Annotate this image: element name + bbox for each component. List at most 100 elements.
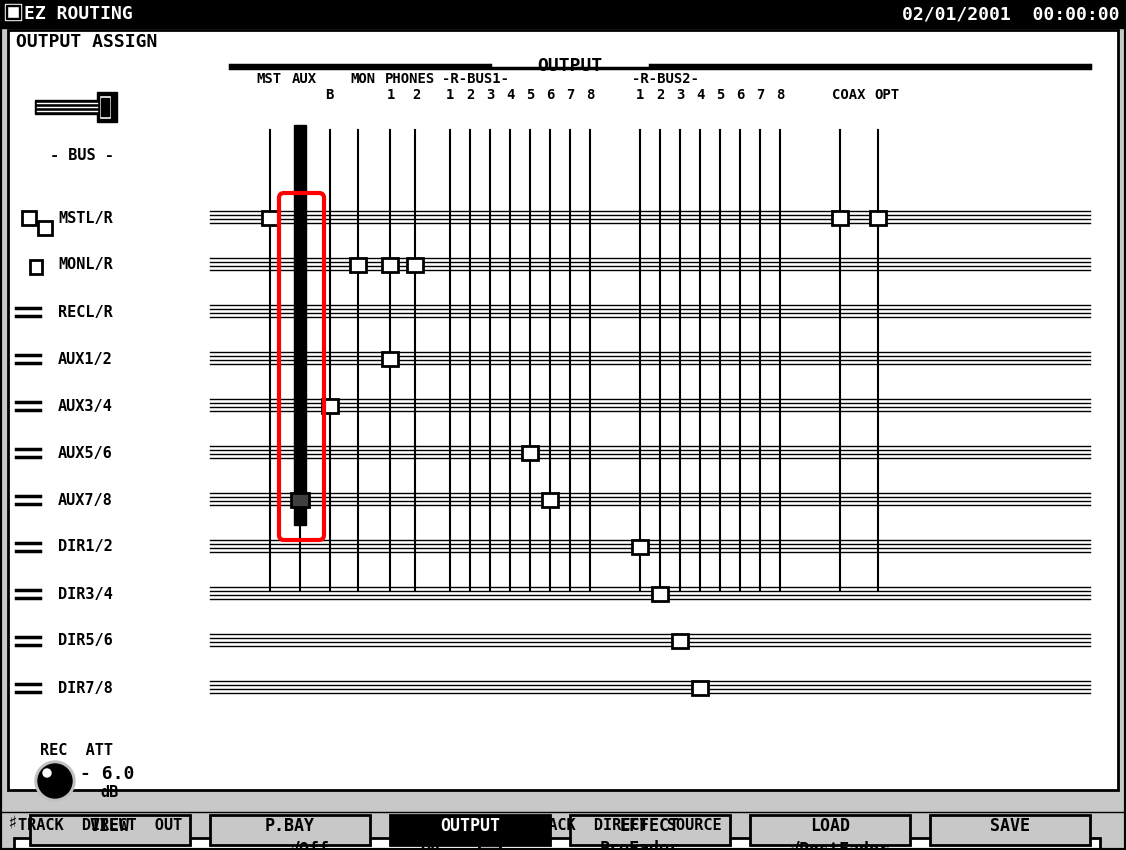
- Bar: [38, 221, 52, 235]
- Text: EFFECT: EFFECT: [620, 817, 680, 835]
- Text: √PostFader: √PostFader: [790, 840, 890, 850]
- Bar: [14, 838, 479, 850]
- Text: - BUS -: - BUS -: [50, 148, 114, 163]
- Bar: [23, 211, 36, 225]
- Text: OUTPUT: OUTPUT: [537, 57, 602, 75]
- Circle shape: [38, 764, 72, 798]
- Bar: [99, 95, 111, 119]
- Bar: [672, 634, 688, 648]
- Bar: [692, 681, 708, 695]
- Text: VIEW: VIEW: [90, 817, 129, 835]
- Text: AUX: AUX: [292, 72, 318, 86]
- Text: 6: 6: [546, 88, 554, 102]
- Text: 02/01/2001  00:00:00: 02/01/2001 00:00:00: [903, 5, 1120, 23]
- Text: 3: 3: [676, 88, 685, 102]
- Text: 2: 2: [466, 88, 474, 102]
- Text: 2: 2: [412, 88, 420, 102]
- Text: -R-BUS1-: -R-BUS1-: [443, 72, 509, 86]
- Circle shape: [43, 769, 51, 777]
- Text: 7: 7: [756, 88, 765, 102]
- Bar: [382, 258, 397, 272]
- Bar: [570, 815, 730, 845]
- Bar: [632, 540, 647, 554]
- Text: AUX5/6: AUX5/6: [59, 445, 113, 461]
- Bar: [262, 211, 278, 225]
- Text: EZ ROUTING: EZ ROUTING: [24, 5, 133, 23]
- Text: - 6.0: - 6.0: [80, 765, 134, 783]
- Text: 1: 1: [387, 88, 395, 102]
- Bar: [211, 815, 370, 845]
- Text: MON: MON: [350, 72, 375, 86]
- Text: √Off: √Off: [291, 840, 330, 850]
- Bar: [37, 102, 98, 112]
- Bar: [291, 493, 309, 507]
- Text: 8: 8: [586, 88, 595, 102]
- Text: DIR5/6: DIR5/6: [59, 633, 113, 649]
- Bar: [30, 815, 190, 845]
- Text: On: On: [420, 840, 440, 850]
- Text: dB: dB: [100, 785, 118, 800]
- Bar: [930, 815, 1090, 845]
- Bar: [350, 258, 366, 272]
- Text: PHONES: PHONES: [385, 72, 436, 86]
- Bar: [101, 98, 109, 116]
- Text: MST: MST: [256, 72, 282, 86]
- Text: 4: 4: [696, 88, 705, 102]
- Text: -R-BUS2-: -R-BUS2-: [632, 72, 699, 86]
- Text: OPT: OPT: [874, 88, 900, 102]
- Text: OUTPUT ASSIGN: OUTPUT ASSIGN: [16, 33, 158, 51]
- Bar: [5, 4, 21, 20]
- Text: SAVE: SAVE: [990, 817, 1030, 835]
- Bar: [390, 815, 549, 845]
- Text: TRACK  DIRECT  OUT: TRACK DIRECT OUT: [18, 818, 182, 833]
- Bar: [35, 100, 100, 114]
- Bar: [8, 30, 1118, 790]
- Text: MONL/R: MONL/R: [59, 258, 113, 273]
- Bar: [652, 587, 668, 601]
- Text: REC  ATT: REC ATT: [41, 743, 113, 758]
- Text: 1: 1: [636, 88, 644, 102]
- Bar: [522, 446, 538, 460]
- Text: 5: 5: [526, 88, 535, 102]
- Text: AUX1/2: AUX1/2: [59, 352, 113, 366]
- Bar: [750, 815, 910, 845]
- Text: AUX7/8: AUX7/8: [59, 492, 113, 507]
- Text: MSTL/R: MSTL/R: [59, 211, 113, 225]
- Text: DIR7/8: DIR7/8: [59, 681, 113, 695]
- Text: PreFader: PreFader: [600, 840, 680, 850]
- Circle shape: [35, 761, 75, 801]
- Bar: [97, 92, 117, 122]
- Text: 1: 1: [446, 88, 455, 102]
- Bar: [832, 211, 848, 225]
- Text: P.BAY: P.BAY: [265, 817, 315, 835]
- Text: LOAD: LOAD: [810, 817, 850, 835]
- Text: 7: 7: [566, 88, 574, 102]
- Bar: [6, 5, 20, 19]
- Text: DIR1/2: DIR1/2: [59, 540, 113, 554]
- Bar: [542, 493, 558, 507]
- Text: ♯: ♯: [6, 814, 18, 833]
- Text: 4: 4: [506, 88, 515, 102]
- Text: 8: 8: [776, 88, 785, 102]
- Bar: [7, 6, 19, 18]
- Bar: [0, 0, 1126, 28]
- Bar: [0, 812, 1126, 850]
- Bar: [322, 399, 338, 413]
- Text: COAX: COAX: [832, 88, 866, 102]
- Text: B: B: [325, 88, 333, 102]
- Text: 3: 3: [486, 88, 494, 102]
- Bar: [294, 125, 306, 525]
- Text: DIR3/4: DIR3/4: [59, 586, 113, 602]
- Bar: [382, 352, 397, 366]
- Text: TRACK  DIRECT  SOURCE: TRACK DIRECT SOURCE: [530, 818, 722, 833]
- Text: OUTPUT: OUTPUT: [440, 817, 500, 835]
- Text: 5: 5: [716, 88, 724, 102]
- Text: 6: 6: [736, 88, 744, 102]
- Bar: [500, 838, 1100, 850]
- Text: AUX3/4: AUX3/4: [59, 399, 113, 413]
- Bar: [870, 211, 886, 225]
- Bar: [406, 258, 423, 272]
- Text: 2: 2: [656, 88, 664, 102]
- Bar: [30, 260, 42, 274]
- Text: RECL/R: RECL/R: [59, 304, 113, 320]
